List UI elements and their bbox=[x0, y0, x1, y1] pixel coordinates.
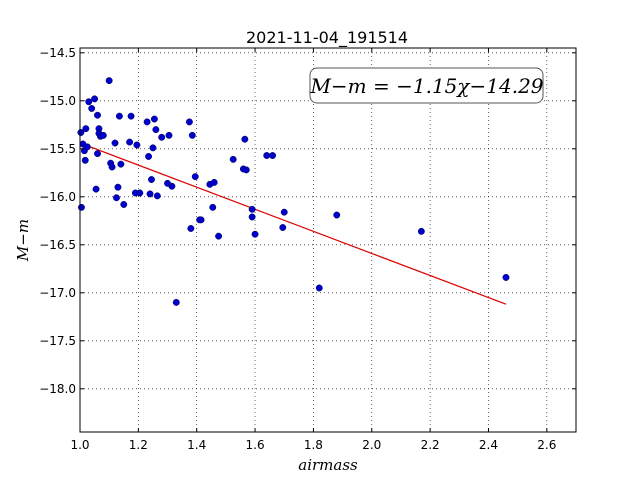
y-tick-label: −15.5 bbox=[39, 142, 76, 156]
data-points bbox=[77, 77, 510, 306]
x-tick-label: 1.6 bbox=[246, 438, 265, 452]
data-point bbox=[242, 166, 250, 174]
data-point bbox=[263, 152, 271, 159]
fit-line-group bbox=[85, 144, 507, 305]
data-point bbox=[209, 203, 217, 211]
data-point bbox=[417, 227, 425, 235]
x-tick-label: 2.6 bbox=[537, 438, 556, 452]
data-point bbox=[279, 224, 287, 231]
data-point bbox=[248, 213, 256, 221]
data-point bbox=[165, 131, 173, 139]
data-point bbox=[149, 144, 157, 152]
data-point bbox=[105, 77, 113, 85]
data-point bbox=[108, 163, 116, 171]
data-point bbox=[120, 201, 128, 208]
x-axis-ticks: 1.0 1.2 1.4 1.6 1.8 2.0 2.2 2.4 2.6 bbox=[70, 48, 556, 452]
fit-line bbox=[85, 144, 507, 305]
data-point bbox=[241, 135, 249, 143]
y-tick-label: −16.5 bbox=[39, 238, 76, 252]
data-point bbox=[111, 139, 119, 147]
data-point bbox=[210, 178, 218, 186]
x-tick-label: 2.0 bbox=[362, 438, 381, 452]
data-point bbox=[188, 131, 196, 139]
data-point bbox=[92, 185, 100, 193]
data-point bbox=[99, 131, 107, 139]
annotation-text: M−m = −1.15χ−14.29 bbox=[309, 74, 543, 98]
data-point bbox=[94, 150, 101, 158]
data-point bbox=[197, 216, 205, 224]
data-point bbox=[146, 190, 154, 198]
annotation-box bbox=[309, 67, 544, 104]
data-point bbox=[136, 189, 144, 197]
data-point bbox=[215, 232, 223, 240]
data-point bbox=[280, 208, 288, 216]
data-point bbox=[187, 225, 195, 232]
data-point bbox=[185, 118, 193, 126]
plot-frame bbox=[79, 47, 577, 433]
data-point bbox=[168, 182, 176, 190]
data-point bbox=[94, 111, 101, 119]
data-point bbox=[82, 125, 90, 133]
data-point bbox=[191, 173, 199, 181]
data-point bbox=[91, 95, 99, 103]
x-tick-label: 1.0 bbox=[70, 438, 89, 452]
chart-title: 2021-11-04_191514 bbox=[246, 28, 408, 48]
data-point bbox=[83, 143, 91, 151]
data-point bbox=[114, 183, 122, 191]
y-tick-label: −17.5 bbox=[39, 334, 76, 348]
x-tick-label: 1.8 bbox=[304, 438, 323, 452]
data-point bbox=[133, 141, 141, 149]
data-point bbox=[251, 230, 259, 238]
data-point bbox=[117, 160, 125, 168]
y-tick-label: −18.0 bbox=[39, 382, 76, 396]
data-point bbox=[158, 133, 166, 141]
x-tick-label: 2.2 bbox=[421, 438, 440, 452]
data-point bbox=[113, 194, 120, 202]
y-axis-label: M−m bbox=[14, 219, 32, 262]
y-tick-label: −16.0 bbox=[39, 190, 76, 204]
x-tick-label: 1.4 bbox=[187, 438, 206, 452]
y-tick-label: −14.5 bbox=[39, 46, 76, 60]
data-point bbox=[126, 138, 134, 146]
data-point bbox=[85, 98, 93, 106]
data-point bbox=[269, 152, 277, 159]
data-point bbox=[81, 156, 89, 164]
y-tick-label: −17.0 bbox=[39, 286, 76, 300]
data-point bbox=[148, 176, 155, 183]
data-point bbox=[115, 112, 123, 120]
data-point bbox=[145, 153, 153, 160]
x-axis-label: airmass bbox=[298, 456, 358, 474]
data-point bbox=[127, 112, 135, 120]
y-axis-ticks: −14.5 −15.0 −15.5 −16.0 −16.5 −17.0 −17.5 −18.0 bbox=[39, 46, 576, 396]
data-point bbox=[229, 155, 237, 163]
data-point bbox=[172, 298, 180, 306]
data-point bbox=[152, 126, 160, 134]
fit-equation-annotation: M−m = −1.15χ−14.29 bbox=[309, 67, 544, 104]
data-point bbox=[150, 115, 158, 123]
y-tick-label: −15.0 bbox=[39, 94, 76, 108]
data-point bbox=[315, 284, 323, 292]
data-point bbox=[88, 105, 96, 112]
data-point bbox=[333, 211, 341, 219]
x-tick-label: 1.2 bbox=[129, 438, 148, 452]
data-point bbox=[153, 192, 161, 200]
data-point bbox=[77, 129, 85, 136]
data-point bbox=[248, 205, 256, 213]
data-point bbox=[143, 118, 151, 126]
data-point bbox=[78, 203, 85, 211]
data-point bbox=[502, 273, 510, 281]
x-tick-label: 2.4 bbox=[479, 438, 498, 452]
